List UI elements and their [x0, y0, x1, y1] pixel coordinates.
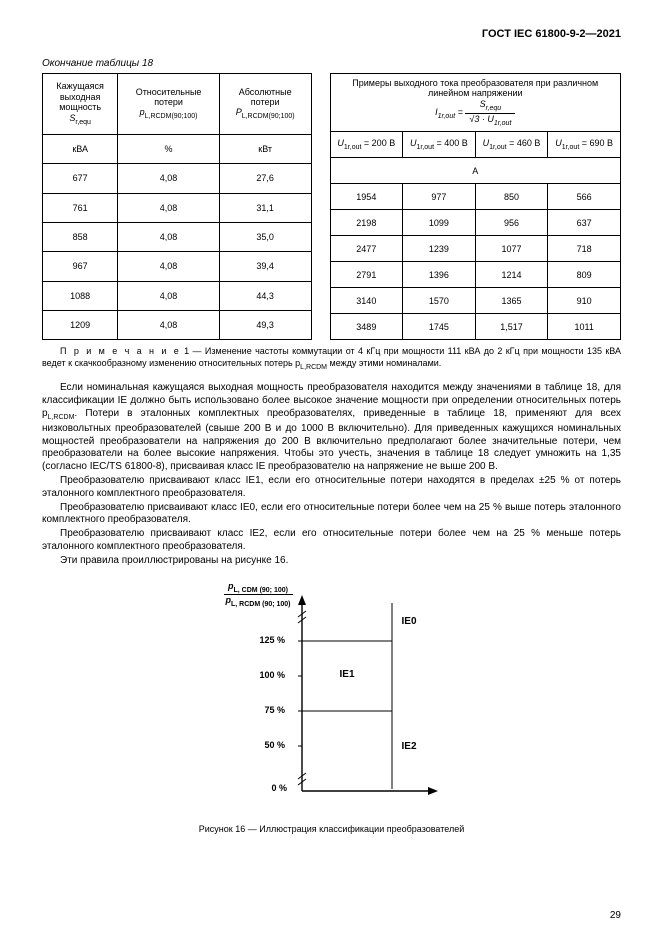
- table-cell: 35,0: [219, 222, 311, 251]
- tick-125: 125 %: [260, 635, 286, 645]
- table-cell: 1954: [330, 184, 403, 210]
- right-th-v3: U1r,out = 460 В: [475, 132, 548, 158]
- yaxis-label: pL, CDM (90; 100) pL, RCDM (90; 100): [224, 581, 293, 608]
- table-cell: 1239: [403, 236, 476, 262]
- table-cell: 2198: [330, 210, 403, 236]
- table-cell: 1,517: [475, 314, 548, 340]
- table-cell: 1396: [403, 262, 476, 288]
- table-cell: 910: [548, 288, 621, 314]
- table-note: П р и м е ч а н и е 1 — Изменение частот…: [42, 346, 621, 372]
- table-cell: 4,08: [118, 281, 219, 310]
- table-cell: 1745: [403, 314, 476, 340]
- table-cell: 27,6: [219, 164, 311, 193]
- table-cell: 1209: [43, 310, 118, 339]
- unit-cell: кВт: [219, 134, 311, 163]
- table-cell: 4,08: [118, 193, 219, 222]
- table-cell: 809: [548, 262, 621, 288]
- table-cell: 956: [475, 210, 548, 236]
- document-id: ГОСТ IEC 61800-9-2—2021: [42, 28, 621, 40]
- right-th-v4: U1r,out = 690 B: [548, 132, 621, 158]
- right-table: Примеры выходного тока преобразователя п…: [330, 73, 621, 340]
- table-cell: 4,08: [118, 164, 219, 193]
- table-cell: 1077: [475, 236, 548, 262]
- right-th-v2: U1r,out = 400 В: [403, 132, 476, 158]
- tick-0: 0 %: [272, 783, 288, 793]
- table-cell: 967: [43, 252, 118, 281]
- tick-100: 100 %: [260, 670, 286, 680]
- figure-svg: [202, 581, 462, 811]
- table-cell: 39,4: [219, 252, 311, 281]
- table-cell: 566: [548, 184, 621, 210]
- label-ie0: IE0: [402, 616, 417, 627]
- body-paragraph: Преобразователю присваивают класс IE2, е…: [42, 528, 621, 554]
- table-cell: 637: [548, 210, 621, 236]
- table-cell: 44,3: [219, 281, 311, 310]
- left-th-2: Относительные потери pL,RCDM(90;100): [118, 74, 219, 135]
- left-table: Кажущаяся выходная мощность Sr,equ Относ…: [42, 73, 312, 340]
- body-paragraph: Если номинальная кажущаяся выходная мощн…: [42, 382, 621, 474]
- figure-16: pL, CDM (90; 100) pL, RCDM (90; 100) 125…: [202, 581, 462, 811]
- table-cell: 858: [43, 222, 118, 251]
- table-cell: 761: [43, 193, 118, 222]
- unit-cell: %: [118, 134, 219, 163]
- table-cell: 4,08: [118, 252, 219, 281]
- table-cell: 850: [475, 184, 548, 210]
- table-cell: 1099: [403, 210, 476, 236]
- unit-cell: А: [330, 158, 620, 184]
- table-cell: 1570: [403, 288, 476, 314]
- label-ie1: IE1: [340, 669, 355, 680]
- body-paragraph: Преобразователю присваивают класс IE0, е…: [42, 502, 621, 528]
- table-cell: 1365: [475, 288, 548, 314]
- page-number: 29: [610, 910, 621, 921]
- left-th-3: Абсолютные потери PL,RCDM(90;100): [219, 74, 311, 135]
- figure-caption: Рисунок 16 — Иллюстрация классификации п…: [42, 824, 621, 834]
- table-cell: 718: [548, 236, 621, 262]
- table-caption: Окончание таблицы 18: [42, 58, 621, 69]
- body-paragraph: Преобразователю присваивают класс IE1, е…: [42, 475, 621, 501]
- table-cell: 1088: [43, 281, 118, 310]
- label-ie2: IE2: [402, 741, 417, 752]
- table-cell: 677: [43, 164, 118, 193]
- left-th-1: Кажущаяся выходная мощность Sr,equ: [43, 74, 118, 135]
- tick-75: 75 %: [265, 705, 286, 715]
- table-cell: 2791: [330, 262, 403, 288]
- table-cell: 1214: [475, 262, 548, 288]
- table-cell: 977: [403, 184, 476, 210]
- right-th-main: Примеры выходного тока преобразователя п…: [330, 74, 620, 132]
- table-cell: 3489: [330, 314, 403, 340]
- table-cell: 2477: [330, 236, 403, 262]
- table-cell: 1011: [548, 314, 621, 340]
- table-cell: 49,3: [219, 310, 311, 339]
- table-cell: 3140: [330, 288, 403, 314]
- table-cell: 31,1: [219, 193, 311, 222]
- table-cell: 4,08: [118, 310, 219, 339]
- right-th-v1: U1r,out = 200 В: [330, 132, 403, 158]
- unit-cell: кВА: [43, 134, 118, 163]
- tick-50: 50 %: [265, 740, 286, 750]
- body-paragraph: Эти правила проиллюстрированы на рисунке…: [42, 555, 621, 568]
- table-cell: 4,08: [118, 222, 219, 251]
